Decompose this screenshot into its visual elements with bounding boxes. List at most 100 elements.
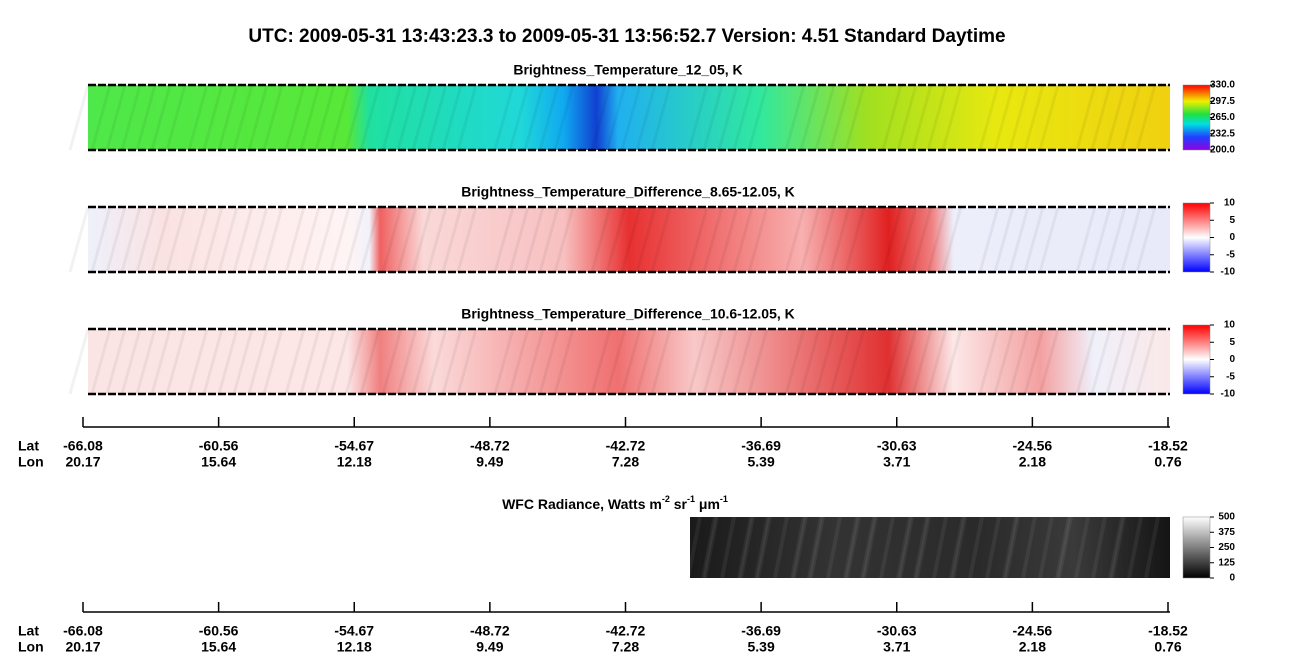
- panel-title: Brightness_Temperature_12_05, K: [513, 62, 742, 78]
- texture: [1023, 328, 1045, 395]
- texture: [951, 516, 967, 579]
- texture: [396, 206, 418, 273]
- texture: [993, 84, 1015, 151]
- texture: [913, 516, 929, 579]
- texture: [344, 328, 366, 395]
- lon-tick-label: 0.76: [1154, 454, 1181, 470]
- texture: [773, 516, 789, 579]
- texture: [686, 516, 702, 579]
- texture: [799, 84, 821, 151]
- texture: [814, 206, 836, 273]
- texture: [1057, 516, 1073, 579]
- texture: [862, 516, 878, 579]
- texture: [411, 328, 433, 395]
- texture: [120, 206, 142, 273]
- lat-tick-label: -24.56: [1013, 623, 1053, 639]
- texture: [720, 516, 736, 579]
- texture: [187, 328, 209, 395]
- colorbar-tick-label: 250: [1218, 542, 1235, 553]
- texture: [1008, 328, 1030, 395]
- texture: [844, 84, 866, 151]
- texture: [344, 84, 366, 151]
- colorbar-tick-label: 10: [1224, 198, 1236, 209]
- superscript: -1: [720, 494, 728, 504]
- texture: [68, 328, 90, 395]
- texture: [299, 328, 321, 395]
- texture: [911, 206, 933, 273]
- texture: [284, 84, 306, 151]
- texture: [359, 206, 381, 273]
- texture: [508, 328, 530, 395]
- texture: [844, 206, 866, 273]
- lon-tick-label: 3.71: [883, 639, 910, 655]
- texture: [217, 206, 239, 273]
- lon-tick-label: 9.49: [476, 454, 503, 470]
- colorbar-tick-label: -5: [1226, 371, 1235, 382]
- lat-tick-label: -60.56: [199, 438, 239, 454]
- texture: [441, 328, 463, 395]
- texture: [635, 328, 657, 395]
- texture: [1135, 84, 1157, 151]
- texture: [687, 328, 709, 395]
- texture: [105, 206, 127, 273]
- texture: [702, 328, 724, 395]
- texture: [829, 84, 851, 151]
- texture: [508, 84, 530, 151]
- texture: [590, 84, 612, 151]
- texture: [508, 206, 530, 273]
- texture: [941, 84, 963, 151]
- texture: [860, 516, 876, 579]
- lat-tick-label: -66.08: [63, 438, 103, 454]
- texture: [381, 84, 403, 151]
- texture: [911, 84, 933, 151]
- texture: [68, 206, 90, 273]
- texture: [396, 328, 418, 395]
- texture: [68, 84, 90, 151]
- lat-tick-label: -30.63: [877, 623, 917, 639]
- texture: [605, 328, 627, 395]
- texture: [737, 516, 753, 579]
- texture: [703, 516, 719, 579]
- texture: [202, 206, 224, 273]
- texture: [232, 328, 254, 395]
- colorbar-tick-label: 0: [1229, 232, 1235, 243]
- texture: [898, 516, 914, 579]
- texture: [717, 328, 739, 395]
- texture: [538, 206, 560, 273]
- colorbar-tick-label: 200.0: [1210, 145, 1235, 156]
- texture: [217, 328, 239, 395]
- texture: [426, 328, 448, 395]
- texture: [262, 206, 284, 273]
- wfc-title: WFC Radiance, Watts m-2 sr-1 μm-1: [502, 494, 728, 511]
- texture: [650, 206, 672, 273]
- texture: [717, 206, 739, 273]
- superscript: -1: [687, 494, 695, 504]
- texture: [826, 516, 842, 579]
- texture: [1120, 206, 1142, 273]
- lat-tick-label: -18.52: [1148, 438, 1188, 454]
- lon-tick-label: 2.18: [1019, 454, 1046, 470]
- lat-tick-label: -36.69: [741, 623, 781, 639]
- texture: [135, 328, 157, 395]
- texture: [329, 328, 351, 395]
- texture: [635, 206, 657, 273]
- colorbar: [1182, 516, 1211, 579]
- texture: [299, 206, 321, 273]
- texture: [1075, 206, 1097, 273]
- texture: [702, 84, 724, 151]
- lon-tick-label: 3.71: [883, 454, 910, 470]
- texture: [1135, 206, 1157, 273]
- texture: [217, 84, 239, 151]
- texture: [949, 516, 965, 579]
- texture: [456, 84, 478, 151]
- lon-tick-label: 15.64: [201, 454, 236, 470]
- colorbar-tick-label: 10: [1224, 320, 1236, 331]
- texture: [620, 84, 642, 151]
- texture: [896, 84, 918, 151]
- texture: [262, 84, 284, 151]
- colorbar-tick-label: -5: [1226, 249, 1235, 260]
- texture: [538, 328, 560, 395]
- lon-tick-label: 0.76: [1154, 639, 1181, 655]
- texture: [344, 206, 366, 273]
